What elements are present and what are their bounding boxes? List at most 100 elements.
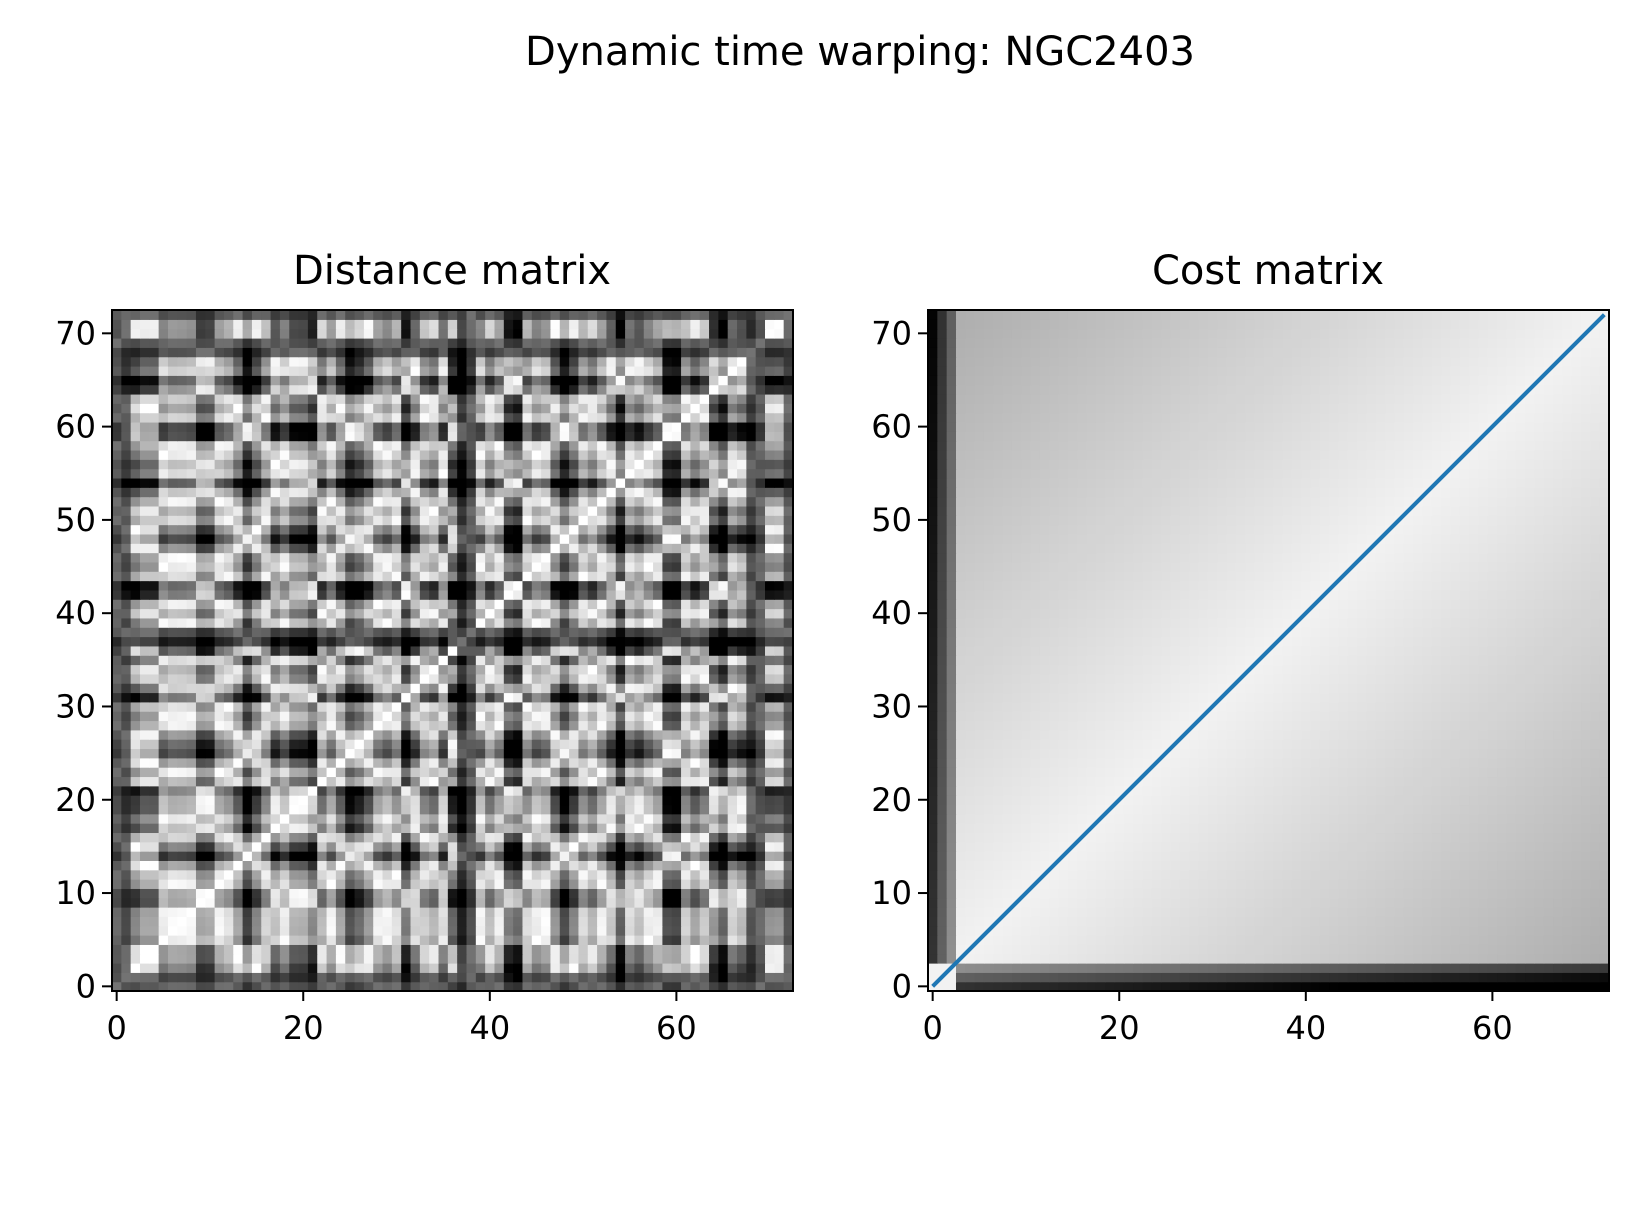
- heatmap-cell: [307, 935, 318, 945]
- heatmap-cell: [662, 897, 673, 908]
- heatmap-cell: [186, 851, 197, 861]
- heatmap-cell: [662, 375, 673, 386]
- heatmap-cell: [783, 393, 794, 404]
- heatmap-cell: [783, 608, 794, 619]
- heatmap-cell: [121, 580, 132, 591]
- heatmap-cell: [354, 869, 365, 880]
- heatmap-cell: [130, 804, 141, 815]
- heatmap-cell: [615, 851, 626, 861]
- heatmap-cell: [354, 729, 365, 740]
- heatmap-cell: [345, 617, 356, 628]
- heatmap-cell: [149, 468, 160, 479]
- heatmap-cell: [671, 421, 682, 432]
- heatmap-cell: [167, 785, 178, 796]
- heatmap-cell: [485, 365, 496, 376]
- heatmap-cell: [709, 412, 719, 423]
- heatmap-cell: [699, 561, 710, 572]
- heatmap-cell: [541, 515, 552, 526]
- heatmap-cell: [223, 403, 234, 414]
- heatmap-cell: [317, 571, 328, 582]
- heatmap-cell: [503, 776, 514, 787]
- heatmap-cell: [634, 375, 645, 386]
- heatmap-cell: [289, 375, 300, 386]
- heatmap-cell: [653, 748, 663, 759]
- heatmap-cell: [662, 804, 673, 815]
- heatmap-cell: [718, 552, 729, 563]
- heatmap-cell: [326, 944, 337, 955]
- heatmap-cell: [615, 739, 626, 750]
- heatmap-cell: [699, 935, 710, 945]
- heatmap-cell: [541, 440, 552, 451]
- heatmap-cell: [149, 767, 160, 778]
- heatmap-cell: [457, 384, 468, 395]
- heatmap-cell: [746, 365, 757, 376]
- heatmap-cell: [531, 431, 542, 442]
- heatmap-cell: [494, 729, 505, 740]
- heatmap-cell: [653, 907, 663, 917]
- heatmap-cell: [709, 907, 719, 917]
- heatmap-cell: [485, 795, 496, 806]
- heatmap-cell: [475, 692, 486, 703]
- heatmap-cell: [298, 981, 309, 992]
- heatmap-cell: [345, 720, 356, 731]
- heatmap-cell: [718, 692, 729, 703]
- heatmap-cell: [457, 879, 468, 889]
- heatmap-cell: [326, 692, 337, 703]
- heatmap-cell: [261, 869, 272, 880]
- heatmap-cell: [447, 627, 458, 638]
- heatmap-cell: [625, 515, 636, 526]
- heatmap-cell: [615, 421, 626, 432]
- heatmap-cell: [653, 561, 663, 572]
- heatmap-cell: [391, 673, 402, 684]
- heatmap-cell: [121, 953, 132, 964]
- heatmap-cell: [727, 524, 738, 535]
- heatmap-cell: [177, 449, 188, 460]
- heatmap-cell: [625, 599, 636, 610]
- heatmap-cell: [699, 515, 710, 526]
- heatmap-cell: [373, 869, 384, 880]
- heatmap-cell: [167, 776, 178, 787]
- heatmap-cell: [541, 804, 552, 815]
- heatmap-cell: [457, 580, 468, 591]
- heatmap-cell: [289, 561, 300, 572]
- heatmap-cell: [718, 571, 729, 582]
- heatmap-cell: [223, 981, 234, 992]
- heatmap-cell: [503, 533, 514, 544]
- heatmap-cell: [587, 645, 598, 656]
- heatmap-cell: [270, 851, 281, 861]
- heatmap-cell: [531, 944, 542, 955]
- heatmap-cell: [112, 720, 122, 731]
- heatmap-cell: [587, 403, 598, 414]
- heatmap-cell: [606, 841, 617, 852]
- heatmap-cell: [261, 683, 272, 694]
- heatmap-cell: [261, 711, 272, 722]
- heatmap-cell: [307, 832, 318, 843]
- heatmap-cell: [419, 561, 430, 572]
- heatmap-cell: [354, 496, 365, 507]
- heatmap-cell: [158, 767, 169, 778]
- heatmap-cell: [681, 468, 691, 479]
- heatmap-cell: [195, 496, 206, 507]
- heatmap-cell: [709, 944, 719, 955]
- heatmap-cell: [177, 365, 188, 376]
- heatmap-cell: [466, 701, 477, 712]
- heatmap-cell: [167, 487, 178, 498]
- heatmap-cell: [643, 599, 654, 610]
- heatmap-cell: [345, 431, 356, 442]
- heatmap-cell: [615, 515, 626, 526]
- heatmap-cell: [214, 748, 225, 759]
- heatmap-cell: [186, 795, 197, 806]
- heatmap-cell: [531, 449, 542, 460]
- heatmap-cell: [112, 897, 122, 908]
- heatmap-cell: [494, 823, 505, 834]
- heatmap-cell: [494, 841, 505, 852]
- heatmap-cell: [410, 804, 421, 815]
- heatmap-cell: [158, 664, 169, 675]
- heatmap-cell: [205, 711, 216, 722]
- heatmap-cell: [242, 692, 253, 703]
- heatmap-cell: [270, 860, 281, 871]
- heatmap-cell: [233, 403, 244, 414]
- heatmap-cell: [270, 561, 281, 572]
- heatmap-cell: [578, 879, 589, 889]
- heatmap-cell: [233, 720, 244, 731]
